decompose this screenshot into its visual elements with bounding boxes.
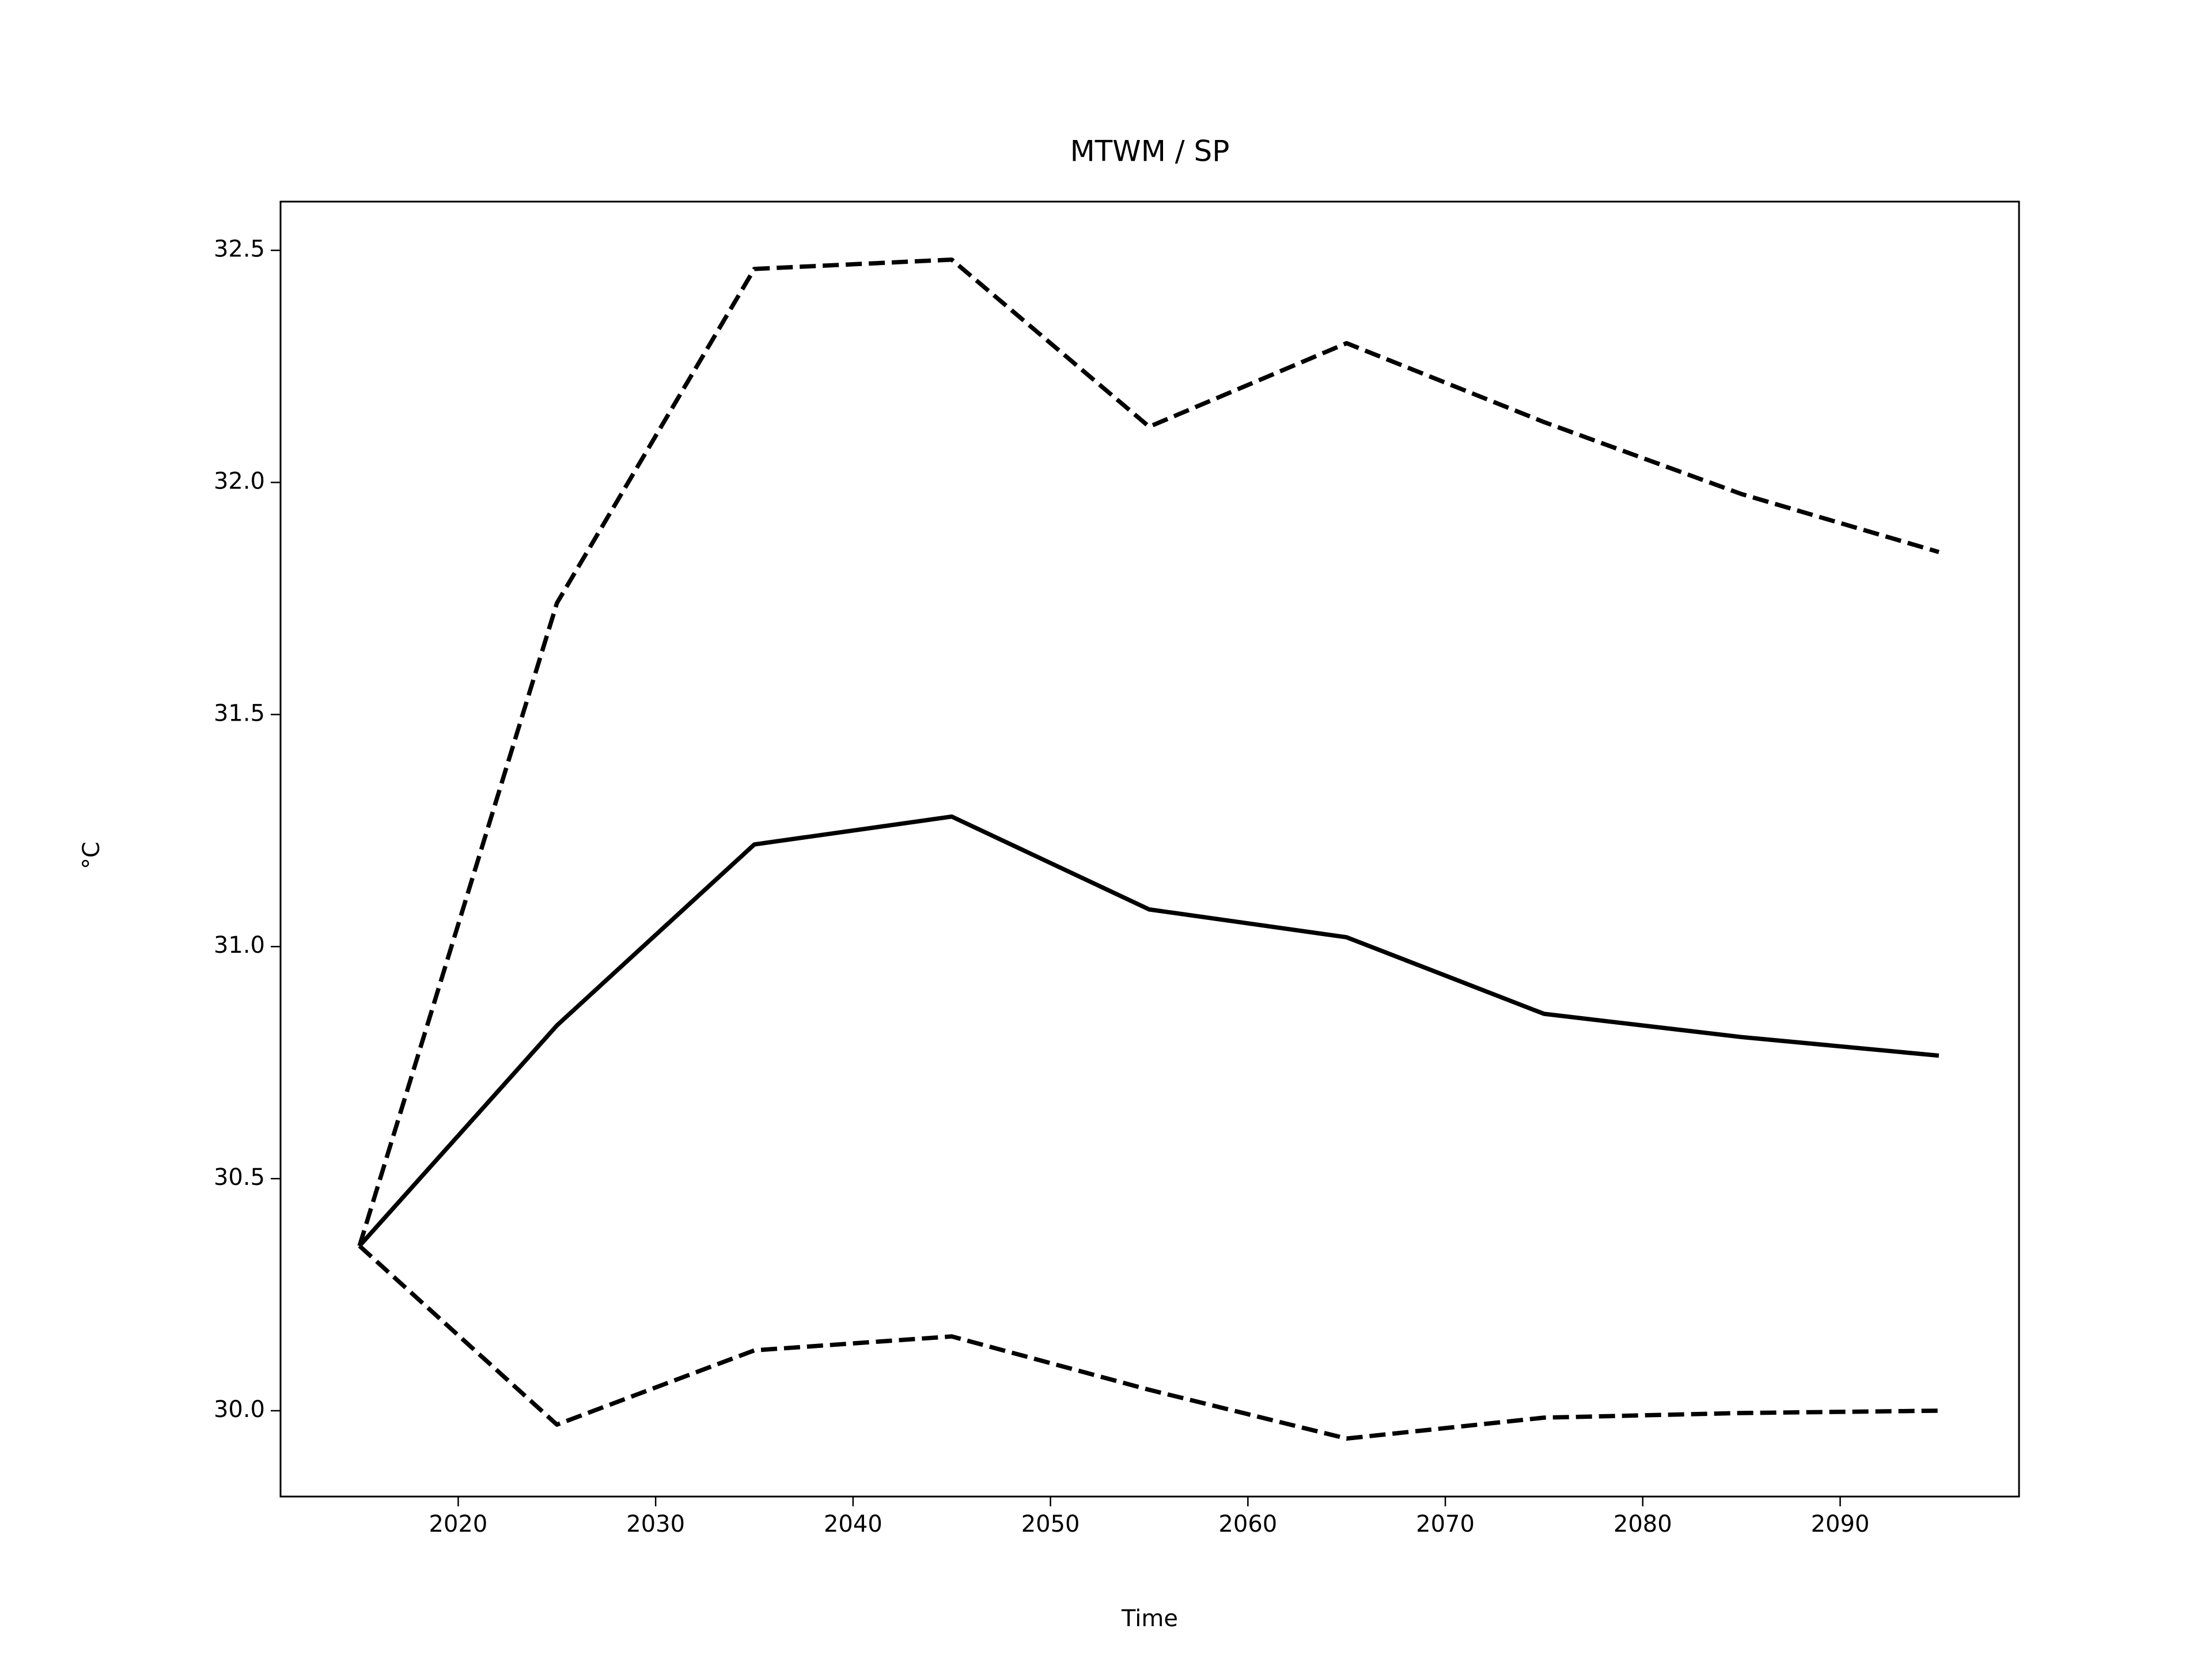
- y-tick-label: 30.0: [214, 1396, 265, 1423]
- x-tick-label: 2080: [1613, 1511, 1672, 1537]
- series-line: [357, 257, 1940, 1247]
- y-tick-label: 31.0: [214, 932, 265, 959]
- y-tick-label: 31.5: [214, 700, 265, 726]
- x-tick-label: 2090: [1811, 1511, 1870, 1537]
- plot-frame: [279, 200, 2020, 1498]
- x-tick-label: 2050: [1021, 1511, 1080, 1537]
- y-tick-label: 30.5: [214, 1164, 265, 1191]
- y-tick-label: 32.0: [214, 468, 265, 494]
- x-tick-label: 2040: [824, 1511, 882, 1537]
- x-axis-label: Time: [1121, 1605, 1178, 1632]
- x-tick-label: 2020: [429, 1511, 488, 1537]
- x-tick-label: 2060: [1218, 1511, 1277, 1537]
- x-tick-label: 2070: [1416, 1511, 1475, 1537]
- chart-title: MTWM / SP: [1070, 135, 1230, 168]
- series-line: [358, 814, 1940, 1248]
- y-tick-label: 32.5: [214, 236, 265, 263]
- series-line: [358, 1244, 1939, 1441]
- x-tick-label: 2030: [626, 1511, 685, 1537]
- y-axis-label: °C: [78, 842, 105, 869]
